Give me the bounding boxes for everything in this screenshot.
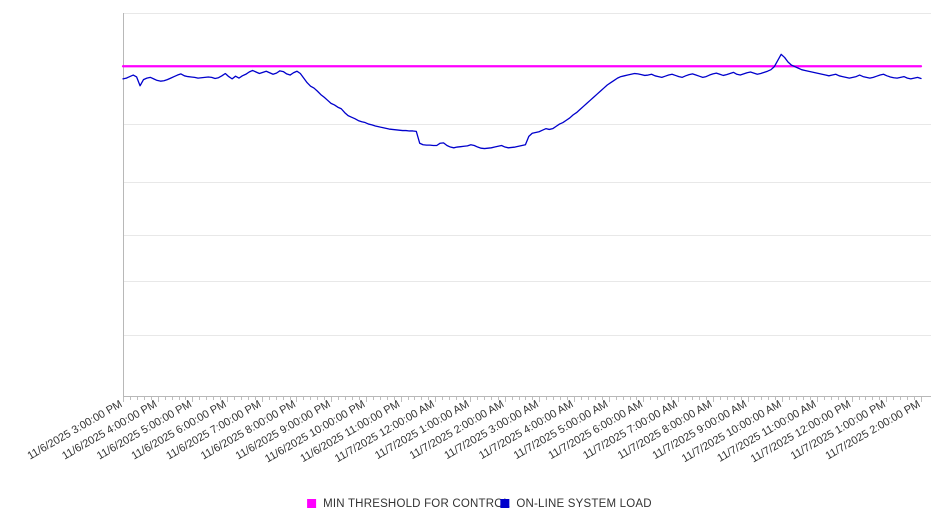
gridlines	[123, 13, 931, 336]
legend-swatch[interactable]	[500, 499, 510, 508]
legend-label[interactable]: MIN THRESHOLD FOR CONTROL	[323, 498, 510, 510]
legend-swatch[interactable]	[307, 499, 317, 508]
legend-label[interactable]: ON-LINE SYSTEM LOAD	[516, 498, 651, 510]
chart-legend[interactable]: MIN THRESHOLD FOR CONTROL ON-LINE SYSTEM …	[307, 498, 652, 510]
data-series	[121, 53, 923, 150]
series-line-load	[122, 53, 922, 150]
x-axis-minor-ticks	[123, 397, 922, 402]
